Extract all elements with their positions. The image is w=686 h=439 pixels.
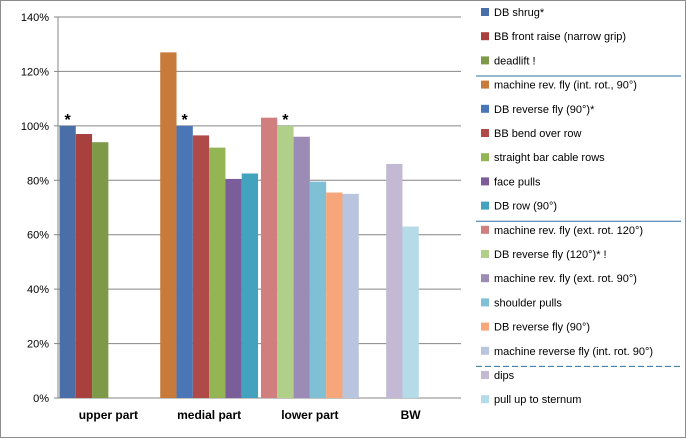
legend-item-label: BB bend over row — [494, 128, 581, 140]
legend-swatch — [481, 104, 489, 113]
bar — [92, 142, 109, 398]
legend-swatch — [481, 56, 489, 65]
bar — [293, 136, 310, 398]
legend-item-label: straight bar cable rows — [494, 152, 605, 164]
x-category-label: medial part — [177, 408, 241, 422]
legend-swatch — [481, 80, 489, 89]
bar — [277, 125, 294, 398]
legend-item-label: shoulder pulls — [494, 297, 562, 309]
legend-item-label: DB row (90°) — [494, 201, 557, 213]
x-category-label: BW — [401, 408, 422, 422]
bar-marker: * — [182, 112, 189, 129]
bar — [75, 134, 93, 398]
legend-item-label: machine rev. fly (ext. rot. 90°) — [494, 273, 637, 285]
y-tick-label: 20% — [27, 339, 49, 351]
bar-marker: * — [282, 112, 289, 129]
bar — [59, 125, 76, 398]
legend-item-label: BB front raise (narrow grip) — [494, 31, 626, 43]
legend-swatch — [481, 371, 489, 379]
legend-swatch — [481, 153, 489, 162]
legend-item-label: face pulls — [494, 176, 541, 188]
bar — [225, 178, 242, 398]
y-tick-label: 60% — [27, 230, 49, 242]
legend-swatch — [481, 250, 489, 258]
bar — [386, 163, 403, 398]
y-tick-label: 0% — [33, 393, 49, 405]
legend-item-label: dips — [494, 370, 515, 382]
bar — [260, 117, 278, 398]
legend-item-label: pull up to sternum — [494, 394, 581, 406]
legend-item-label: machine rev. fly (ext. rot. 120°) — [494, 225, 643, 237]
legend-swatch — [481, 225, 489, 234]
bar — [309, 181, 327, 398]
legend-swatch — [481, 346, 489, 355]
legend-swatch — [481, 8, 489, 16]
bar — [192, 135, 210, 398]
legend-swatch — [481, 298, 489, 307]
y-tick-label: 80% — [27, 175, 49, 187]
y-tick-label: 120% — [21, 66, 49, 78]
legend-item-label: machine reverse fly (int. rot. 90°) — [494, 346, 653, 358]
x-category-label: upper part — [79, 408, 138, 422]
bar-marker: * — [65, 112, 72, 129]
legend-item-label: DB reverse fly (90°) — [494, 322, 590, 334]
legend-item-label: deadlift ! — [494, 55, 536, 67]
bar — [241, 173, 259, 398]
bar — [326, 192, 343, 398]
bar — [342, 193, 359, 398]
x-category-label: lower part — [281, 408, 338, 422]
legend-item-label: DB reverse fly (120°)* ! — [494, 249, 607, 261]
legend-swatch — [481, 32, 489, 41]
legend-swatch — [481, 322, 489, 331]
y-tick-label: 100% — [21, 121, 49, 133]
legend-swatch — [481, 129, 489, 137]
bar — [176, 125, 193, 398]
legend-swatch — [481, 201, 489, 210]
bar — [209, 147, 226, 398]
legend-swatch — [481, 177, 489, 186]
bar — [160, 52, 177, 398]
legend-swatch — [481, 274, 489, 283]
bar — [402, 226, 419, 398]
legend-swatch — [481, 395, 489, 404]
legend-item-label: machine rev. fly (int. rot., 90°) — [494, 80, 637, 92]
y-tick-label: 140% — [21, 12, 49, 24]
y-tick-label: 40% — [27, 284, 49, 296]
legend-item-label: DB reverse fly (90°)* — [494, 104, 595, 116]
legend-item-label: DB shrug* — [494, 7, 545, 19]
